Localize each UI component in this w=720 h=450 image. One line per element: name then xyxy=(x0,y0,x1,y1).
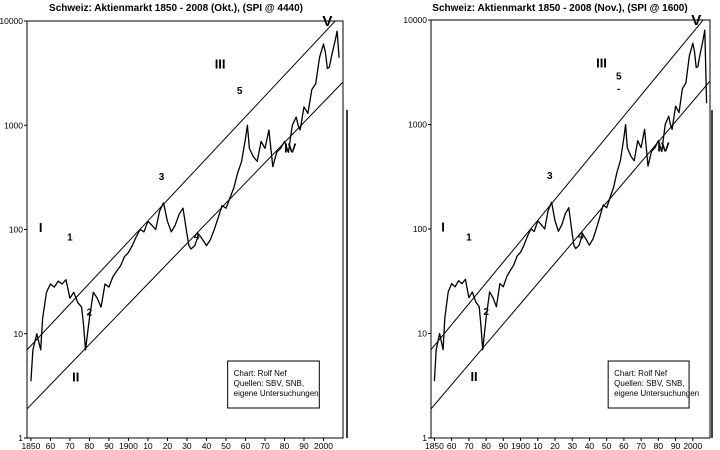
source-note-line: Quellen: SBV, SNB, xyxy=(614,379,684,388)
x-tick-label: 70 xyxy=(636,441,646,450)
wave-label: V xyxy=(322,13,332,30)
x-tick-label: 30 xyxy=(567,441,577,450)
x-tick-label: 1900 xyxy=(119,441,138,450)
wave-label: 3 xyxy=(159,172,165,183)
x-tick-label: 1850 xyxy=(21,441,40,450)
x-tick-label: 80 xyxy=(481,441,491,450)
y-tick-label: 10000 xyxy=(0,16,23,26)
x-tick-label: 80 xyxy=(85,441,95,450)
chart-panel-2: Schweiz: Aktienmarkt 1850 - 2008 (Nov.),… xyxy=(403,3,713,450)
y-tick-label: 1000 xyxy=(408,120,427,130)
wave-label: 2 xyxy=(483,307,489,318)
x-tick-label: 10 xyxy=(533,441,543,450)
wave-label: 1 xyxy=(67,233,73,244)
x-tick-label: 80 xyxy=(654,441,664,450)
source-note-line: eigene Untersuchungen xyxy=(234,389,319,398)
channel-line-upper xyxy=(431,20,704,351)
wave-label: IV xyxy=(657,140,670,155)
x-tick-label: 80 xyxy=(280,441,290,450)
wave-label: - xyxy=(617,84,620,95)
x-tick-label: 1900 xyxy=(511,441,530,450)
x-tick-label: 20 xyxy=(550,441,560,450)
x-tick-label: 90 xyxy=(499,441,509,450)
channel-line-lower xyxy=(27,81,343,410)
x-tick-label: 50 xyxy=(221,441,231,450)
x-tick-label: 70 xyxy=(260,441,270,450)
y-tick-label: 1000 xyxy=(4,120,23,130)
source-note-box xyxy=(227,360,320,409)
y-tick-label: 10 xyxy=(14,329,24,339)
wave-label: I xyxy=(441,219,445,234)
y-tick-label: 1 xyxy=(422,433,427,443)
x-tick-label: 60 xyxy=(241,441,251,450)
x-tick-label: 2000 xyxy=(683,441,702,450)
chart-panel-1: Schweiz: Aktienmarkt 1850 - 2008 (Okt.),… xyxy=(0,3,348,450)
x-tick-label: 1850 xyxy=(425,441,444,450)
wave-label: I xyxy=(39,220,43,235)
wave-label: II xyxy=(72,369,79,384)
x-tick-label: 90 xyxy=(671,441,681,450)
wave-label: 2 xyxy=(87,307,93,318)
x-tick-label: 40 xyxy=(585,441,595,450)
x-tick-label: 90 xyxy=(104,441,114,450)
x-tick-label: 30 xyxy=(182,441,192,450)
chart-title: Schweiz: Aktienmarkt 1850 - 2008 (Nov.),… xyxy=(432,3,687,14)
y-tick-label: 1 xyxy=(18,433,23,443)
series-line xyxy=(30,30,340,382)
y-tick-label: 10000 xyxy=(403,15,427,25)
x-tick-label: 2000 xyxy=(314,441,333,450)
wave-label: V xyxy=(691,12,701,29)
wave-label: 5 xyxy=(237,86,243,97)
wave-label: 1 xyxy=(466,232,472,243)
source-note-line: eigene Untersuchungen xyxy=(614,389,699,398)
x-tick-label: 60 xyxy=(46,441,56,450)
x-tick-label: 60 xyxy=(447,441,457,450)
source-note-line: Quellen: SBV, SNB, xyxy=(234,379,304,388)
x-tick-label: 10 xyxy=(143,441,153,450)
y-tick-label: 10 xyxy=(418,329,428,339)
y-tick-label: 100 xyxy=(413,224,427,234)
channel-line-lower xyxy=(431,80,710,410)
channel-line-upper xyxy=(27,21,336,351)
x-tick-label: 20 xyxy=(163,441,173,450)
chart-title: Schweiz: Aktienmarkt 1850 - 2008 (Okt.),… xyxy=(49,3,303,14)
series-line xyxy=(433,29,708,382)
x-tick-label: 50 xyxy=(602,441,612,450)
x-tick-label: 70 xyxy=(464,441,474,450)
wave-label: 4 xyxy=(578,231,584,242)
wave-label: 5 xyxy=(616,71,622,82)
wave-label: 4 xyxy=(194,232,200,243)
x-tick-label: 60 xyxy=(619,441,629,450)
x-tick-label: 90 xyxy=(299,441,309,450)
wave-label: III xyxy=(596,56,607,71)
x-tick-label: 70 xyxy=(65,441,75,450)
x-tick-label: 40 xyxy=(202,441,212,450)
y-tick-label: 100 xyxy=(9,225,23,235)
wave-label: II xyxy=(470,369,477,384)
wave-label: IV xyxy=(284,140,297,155)
source-note-line: Chart: Rolf Nef xyxy=(614,369,668,378)
wave-label: 3 xyxy=(547,171,553,182)
wave-label: III xyxy=(215,57,226,72)
source-note-box xyxy=(607,360,690,409)
source-note-line: Chart: Rolf Nef xyxy=(234,369,288,378)
